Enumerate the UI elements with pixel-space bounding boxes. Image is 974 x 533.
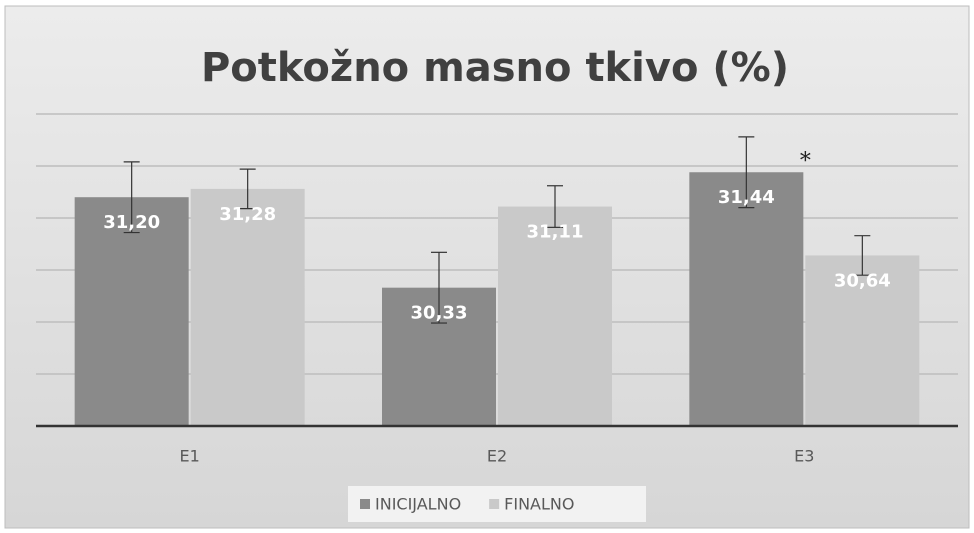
data-label: 31,11 xyxy=(527,222,584,243)
bar xyxy=(805,255,920,426)
legend-swatch xyxy=(489,499,500,509)
legend-label: FINALNO xyxy=(504,495,574,514)
data-label: 31,20 xyxy=(103,212,160,233)
x-tick-label: E1 xyxy=(180,447,200,466)
legend-swatch xyxy=(360,499,370,509)
bar xyxy=(190,188,305,426)
chart-title: Potkožno masno tkivo (%) xyxy=(201,45,789,91)
x-tick-label: E3 xyxy=(794,447,814,466)
annotation: * xyxy=(800,149,811,174)
data-label: 31,28 xyxy=(219,204,276,225)
bar xyxy=(689,172,804,426)
data-label: 31,44 xyxy=(718,187,775,208)
data-label: 30,33 xyxy=(411,303,468,324)
bar xyxy=(74,197,189,426)
data-label: 30,64 xyxy=(834,270,891,291)
bar xyxy=(498,206,612,426)
x-tick-label: E2 xyxy=(487,447,507,466)
legend-label: INICIJALNO xyxy=(375,495,461,514)
